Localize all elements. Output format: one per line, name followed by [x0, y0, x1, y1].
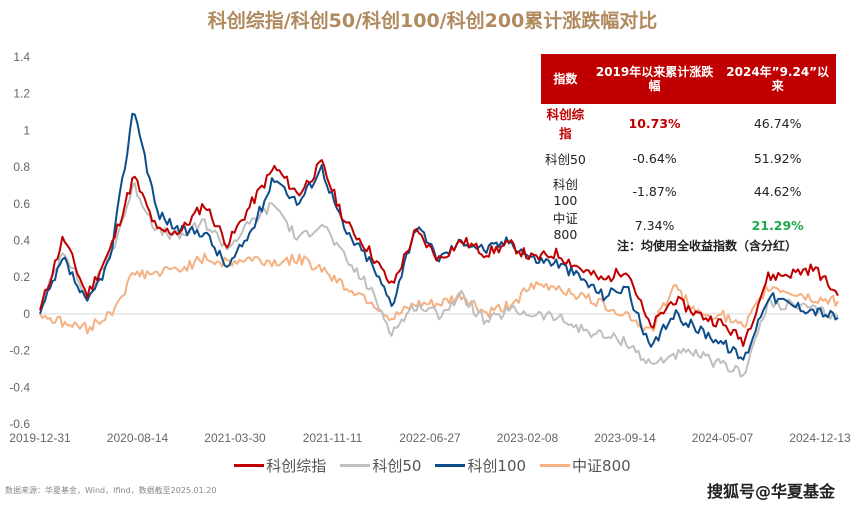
row-since-924: 44.62% — [753, 183, 802, 199]
y-tick-label: 0.6 — [13, 197, 30, 211]
series-line-kcz — [39, 159, 839, 347]
row-since-924: 51.92% — [753, 150, 802, 166]
y-tick-label: -0.4 — [9, 380, 30, 394]
header-since-2019: 2019年以来累计涨跌幅 — [589, 54, 720, 104]
x-tick-label: 2023-09-14 — [594, 431, 656, 445]
series-line-zz800 — [39, 252, 839, 335]
legend-swatch — [234, 464, 265, 467]
y-tick-label: -0.2 — [9, 344, 30, 358]
row-since-924: 21.29% — [751, 217, 804, 233]
y-tick-label: 0.8 — [13, 160, 30, 174]
row-since-2019: -0.64% — [632, 150, 677, 166]
summary-table: 指数 2019年以来累计涨跌幅 2024年”9.24”以来 科创综指 10.73… — [541, 54, 836, 242]
header-since-924: 2024年”9.24”以来 — [719, 54, 836, 104]
series-group — [39, 112, 839, 378]
row-name: 科创50 — [544, 151, 586, 167]
header-index: 指数 — [541, 54, 590, 104]
table-row: 科创50 -0.64% 51.92% — [541, 142, 836, 174]
x-axis: 2019-12-31 2020-08-14 2021-03-30 2021-11-11… — [9, 431, 851, 445]
y-tick-label: 1.4 — [13, 50, 30, 64]
row-since-2019: -1.87% — [632, 183, 677, 199]
legend-swatch — [435, 464, 466, 467]
y-tick-label: -0.6 — [9, 417, 30, 431]
x-tick-label: 2021-11-11 — [303, 431, 363, 445]
legend-label: 科创50 — [372, 457, 422, 475]
legend-swatch — [540, 464, 571, 467]
series-line-kc100 — [39, 112, 839, 361]
legend-item-kc100: 科创100 — [435, 455, 526, 476]
table-row: 中证800 7.34% 21.29% — [541, 208, 836, 242]
table-note: 注：均使用全收益指数（含分红） — [617, 239, 798, 253]
x-tick-label: 2019-12-31 — [9, 431, 71, 445]
legend-label: 中证800 — [572, 457, 631, 475]
table-row: 科创综指 10.73% 46.74% — [541, 104, 836, 142]
y-tick-label: 0.2 — [13, 270, 30, 284]
legend-label: 科创100 — [467, 457, 527, 475]
row-since-2019: 7.34% — [634, 217, 675, 233]
x-tick-label: 2024-12-13 — [789, 431, 851, 445]
legend: 科创综指 科创50 科创100 中证800 — [0, 455, 865, 476]
table-row: 科创100 -1.87% 44.62% — [541, 174, 836, 208]
row-name: 科创综指 — [546, 107, 585, 141]
legend-item-kc50: 科创50 — [340, 455, 421, 476]
y-tick-label: 1 — [23, 123, 30, 137]
watermark: 搜狐号@华夏基金 — [707, 482, 836, 501]
y-tick-label: 0 — [23, 307, 30, 321]
legend-item-zz800: 中证800 — [540, 455, 631, 476]
row-since-924: 46.74% — [753, 115, 802, 131]
data-source: 数据来源：华夏基金，Wind，Ifind，数据截至2025.01.20 — [5, 486, 217, 495]
legend-item-kcz: 科创综指 — [234, 455, 326, 476]
table-header-row: 指数 2019年以来累计涨跌幅 2024年”9.24”以来 — [541, 54, 836, 104]
legend-label: 科创综指 — [266, 457, 327, 475]
x-tick-label: 2021-03-30 — [204, 431, 266, 445]
row-since-2019: 10.73% — [628, 115, 681, 131]
row-name: 中证800 — [552, 211, 578, 242]
legend-swatch — [340, 464, 371, 467]
y-tick-label: 1.2 — [13, 87, 30, 101]
x-tick-label: 2023-02-08 — [497, 431, 559, 445]
y-axis: 1.4 1.2 1 0.8 0.6 0.4 0.2 0 -0.2 -0.4 -0.6 — [9, 50, 30, 431]
y-tick-label: 0.4 — [13, 234, 30, 248]
chart-title: 科创综指/科创50/科创100/科创200累计涨跌幅对比 — [207, 10, 658, 32]
x-tick-label: 2022-06-27 — [399, 431, 461, 445]
x-tick-label: 2020-08-14 — [107, 431, 169, 445]
x-tick-label: 2024-05-07 — [692, 431, 754, 445]
row-name: 科创100 — [552, 177, 578, 208]
